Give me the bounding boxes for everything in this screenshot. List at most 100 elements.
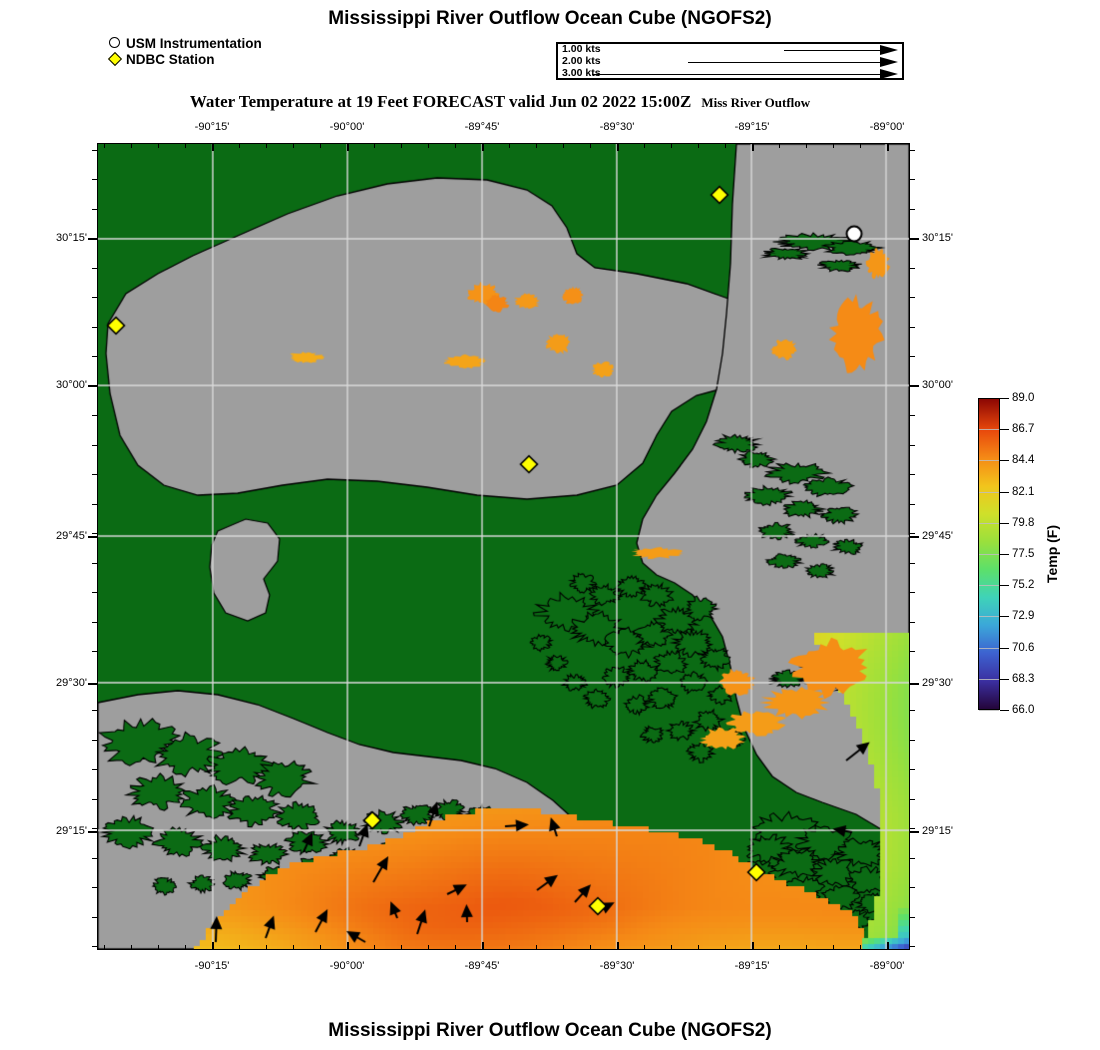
colorbar-band-separator: [979, 710, 999, 711]
lat-major-tick: [88, 831, 97, 833]
forecast-subtitle: Water Temperature at 19 Feet FORECAST va…: [189, 92, 692, 111]
colorbar-tick-label: 89.0: [1012, 392, 1035, 404]
lat-tick-label-right: 29°30': [922, 677, 953, 689]
colorbar-tick-label: 82.1: [1012, 485, 1035, 498]
lat-minor-tick: [910, 651, 915, 653]
colorbar-band-separator: [979, 522, 999, 524]
velocity-label-2: 2.00 kts: [562, 55, 601, 67]
velocity-shaft-2: [688, 62, 880, 63]
colorbar-tick-label: 77.5: [1012, 548, 1035, 560]
lat-major-tick: [910, 536, 919, 538]
lat-minor-tick: [910, 297, 915, 299]
velocity-row-2: 2.00 kts: [558, 55, 902, 68]
lat-tick-label-left: 30°15': [56, 232, 87, 244]
lon-tick-label-top: -89°45': [464, 121, 500, 133]
velocity-arrowhead-1: [880, 45, 898, 55]
colorbar-tick: [1000, 647, 1009, 649]
velocity-scale-box: 1.00 kts 2.00 kts 3.00 kts: [556, 42, 904, 80]
map-panel[interactable]: [97, 143, 910, 950]
colorbar-band-separator: [979, 678, 999, 680]
colorbar-band-separator: [979, 585, 999, 587]
lat-minor-tick: [910, 503, 915, 505]
velocity-label-3: 3.00 kts: [562, 67, 601, 79]
lon-tick-label-bottom: -90°15': [194, 960, 230, 972]
lat-minor-tick: [910, 267, 915, 269]
colorbar-tick: [1000, 585, 1009, 587]
marker-legend: USM Instrumentation NDBC Station: [107, 36, 262, 68]
lat-minor-tick: [910, 857, 915, 859]
colorbar-tick-label: 68.3: [1012, 672, 1035, 685]
lat-tick-label-right: 29°15': [922, 825, 953, 837]
colorbar-tick: [1000, 678, 1009, 680]
legend-label-ndbc: NDBC Station: [126, 52, 215, 67]
page-title: Mississippi River Outflow Ocean Cube (NG…: [328, 8, 772, 29]
colorbar-tick-label: 66.0: [1012, 704, 1035, 716]
colorbar-tick: [1000, 460, 1009, 462]
colorbar-band-separator: [979, 554, 999, 555]
lat-minor-tick: [910, 356, 915, 358]
colorbar-band-separator: [979, 491, 999, 493]
lat-minor-tick: [910, 415, 915, 417]
subtitle-row: Water Temperature at 19 Feet FORECAST va…: [0, 92, 1000, 112]
map-raster: [98, 144, 909, 949]
lat-major-tick: [910, 831, 919, 833]
lon-tick-label-bottom: -89°45': [464, 960, 500, 972]
forecast-subtitle-suffix: Miss River Outflow: [701, 95, 811, 110]
lat-tick-label-right: 29°45': [922, 530, 953, 542]
lat-major-tick: [88, 385, 97, 387]
colorbar-tick: [1000, 398, 1009, 399]
lat-minor-tick: [910, 533, 915, 535]
legend-label-usm: USM Instrumentation: [126, 36, 262, 51]
colorbar-tick-label: 86.7: [1012, 423, 1035, 436]
colorbar-band-separator: [979, 429, 999, 431]
lat-minor-tick: [910, 798, 915, 800]
lat-minor-tick: [910, 444, 915, 446]
lat-tick-label-right: 30°15': [922, 232, 953, 244]
usm-circle-icon: [108, 36, 126, 51]
velocity-shaft-1: [784, 50, 880, 51]
colorbar-tick-label: 84.4: [1012, 454, 1035, 467]
lon-tick-label-top: -90°00': [329, 121, 365, 133]
colorbar-band-separator: [979, 460, 999, 462]
colorbar-tick-label: 79.8: [1012, 516, 1035, 529]
lat-minor-tick: [910, 179, 915, 181]
lat-tick-label-left: 30°00': [56, 379, 87, 391]
colorbar-tick-label: 72.9: [1012, 610, 1035, 623]
lat-minor-tick: [910, 149, 915, 151]
lat-minor-tick: [910, 887, 915, 889]
colorbar-tick: [1000, 429, 1009, 431]
lat-tick-label-left: 29°45': [56, 530, 87, 542]
colorbar-axis-title: Temp (F): [1044, 524, 1060, 584]
legend-item-ndbc: NDBC Station: [107, 51, 262, 67]
colorbar-band-separator: [979, 616, 999, 618]
lat-major-tick: [910, 385, 919, 387]
footer-title: Mississippi River Outflow Ocean Cube (NG…: [328, 1020, 772, 1041]
lat-major-tick: [88, 683, 97, 685]
lat-minor-tick: [910, 769, 915, 771]
velocity-shaft-3: [592, 74, 880, 75]
colorbar-tick: [1000, 554, 1009, 555]
lat-major-tick: [88, 536, 97, 538]
lat-major-tick: [910, 238, 919, 240]
lat-minor-tick: [910, 739, 915, 741]
colorbar-tick: [1000, 522, 1009, 524]
lon-tick-label-top: -89°00': [869, 121, 905, 133]
lat-minor-tick: [910, 592, 915, 594]
velocity-row-3: 3.00 kts: [558, 67, 902, 80]
colorbar-tick: [1000, 616, 1009, 618]
lon-tick-label-top: -90°15': [194, 121, 230, 133]
lon-tick-label-bottom: -89°30': [599, 960, 635, 972]
velocity-arrowhead-3: [880, 69, 898, 79]
lat-major-tick: [910, 683, 919, 685]
lat-minor-tick: [910, 621, 915, 623]
lat-tick-label-left: 29°30': [56, 677, 87, 689]
lon-tick-label-top: -89°15': [734, 121, 770, 133]
lat-minor-tick: [910, 326, 915, 328]
lon-tick-label-bottom: -90°00': [329, 960, 365, 972]
legend-item-usm: USM Instrumentation: [108, 36, 262, 51]
lat-minor-tick: [910, 946, 915, 948]
lon-tick-label-bottom: -89°00': [869, 960, 905, 972]
velocity-label-1: 1.00 kts: [562, 43, 601, 55]
velocity-arrowhead-2: [880, 57, 898, 67]
lon-tick-label-bottom: -89°15': [734, 960, 770, 972]
